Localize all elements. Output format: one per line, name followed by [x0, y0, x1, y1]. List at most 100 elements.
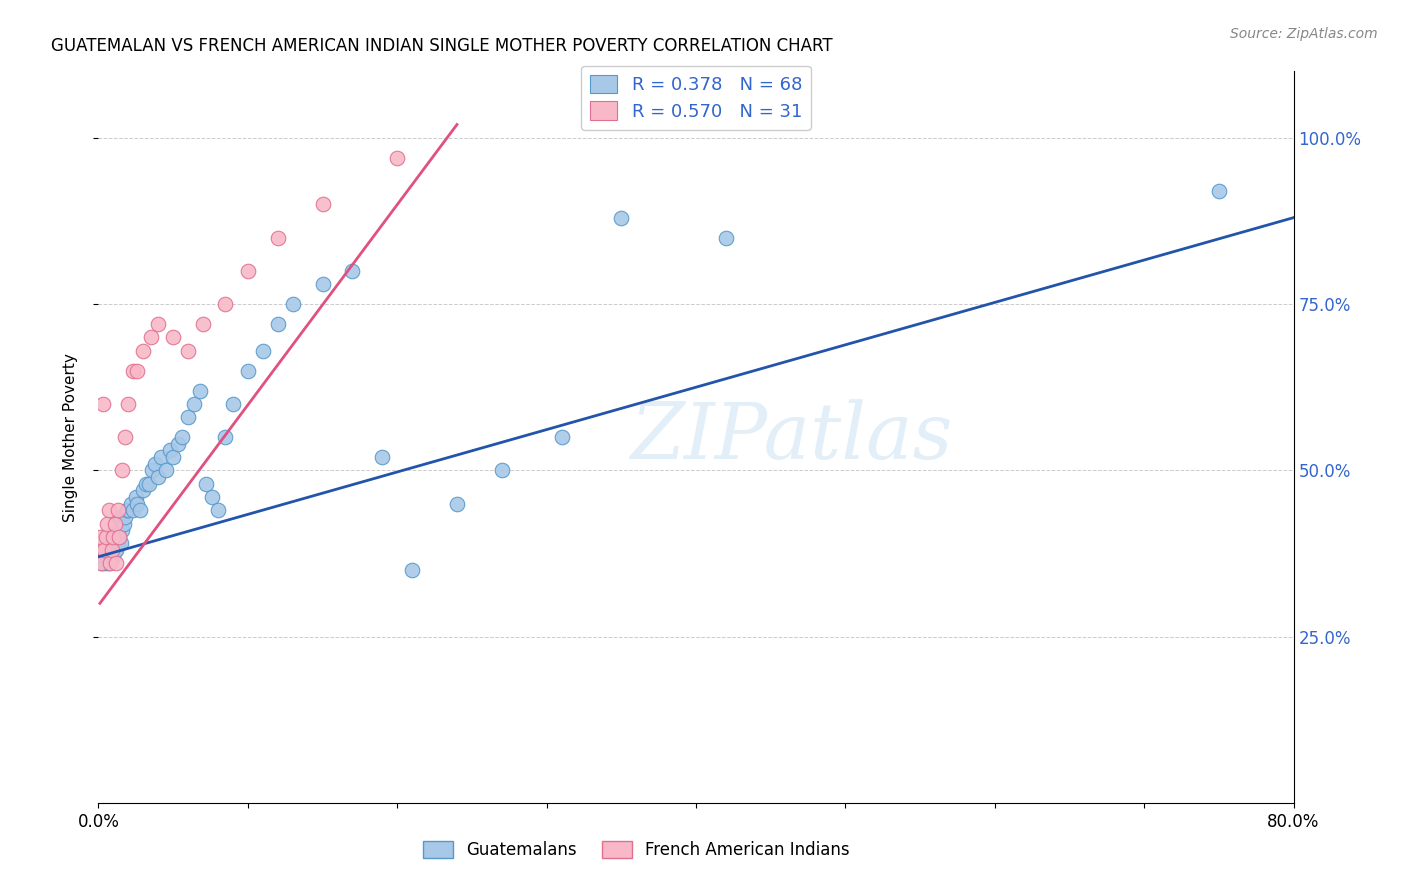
Point	[159, 443, 181, 458]
Text: Source: ZipAtlas.com: Source: ZipAtlas.com	[1230, 27, 1378, 41]
Point	[111, 463, 134, 477]
Point	[121, 363, 143, 377]
Point	[214, 297, 236, 311]
Point	[214, 430, 236, 444]
Point	[90, 557, 112, 571]
Point	[96, 549, 118, 564]
Point	[177, 410, 200, 425]
Point	[103, 549, 125, 564]
Point	[110, 536, 132, 550]
Point	[127, 497, 149, 511]
Point	[550, 430, 572, 444]
Point	[108, 530, 131, 544]
Point	[138, 476, 160, 491]
Point	[127, 363, 149, 377]
Point	[114, 509, 136, 524]
Point	[93, 543, 115, 558]
Point	[107, 523, 129, 537]
Point	[105, 557, 128, 571]
Point	[111, 523, 134, 537]
Point	[201, 490, 224, 504]
Point	[101, 530, 124, 544]
Point	[105, 543, 128, 558]
Point	[97, 557, 120, 571]
Point	[110, 509, 132, 524]
Point	[401, 563, 423, 577]
Point	[207, 503, 229, 517]
Point	[94, 543, 117, 558]
Point	[117, 503, 139, 517]
Point	[610, 211, 633, 225]
Point	[89, 543, 111, 558]
Point	[191, 317, 214, 331]
Point	[90, 557, 112, 571]
Point	[281, 297, 304, 311]
Point	[267, 230, 290, 244]
Point	[141, 463, 163, 477]
Point	[98, 549, 122, 564]
Y-axis label: Single Mother Poverty: Single Mother Poverty	[63, 352, 77, 522]
Point	[177, 343, 200, 358]
Point	[342, 264, 364, 278]
Point	[108, 516, 131, 531]
Point	[150, 450, 173, 464]
Point	[98, 536, 122, 550]
Point	[148, 317, 170, 331]
Point	[101, 543, 124, 558]
Point	[155, 463, 177, 477]
Point	[108, 530, 131, 544]
Point	[172, 430, 194, 444]
Point	[183, 397, 205, 411]
Point	[311, 277, 333, 292]
Point	[115, 503, 138, 517]
Text: ZIPatlas: ZIPatlas	[630, 399, 953, 475]
Point	[267, 317, 290, 331]
Point	[94, 530, 117, 544]
Point	[97, 503, 120, 517]
Point	[104, 523, 127, 537]
Point	[714, 230, 737, 244]
Point	[98, 557, 122, 571]
Point	[101, 543, 124, 558]
Point	[162, 330, 184, 344]
Point	[491, 463, 513, 477]
Point	[97, 543, 120, 558]
Point	[236, 264, 259, 278]
Point	[89, 530, 111, 544]
Point	[188, 384, 211, 398]
Point	[105, 516, 128, 531]
Point	[121, 503, 143, 517]
Point	[107, 503, 129, 517]
Point	[132, 483, 155, 498]
Point	[112, 516, 135, 531]
Point	[148, 470, 170, 484]
Legend: Guatemalans, French American Indians: Guatemalans, French American Indians	[415, 833, 858, 868]
Point	[195, 476, 218, 491]
Point	[222, 397, 245, 411]
Point	[371, 450, 394, 464]
Point	[103, 530, 125, 544]
Point	[104, 516, 127, 531]
Point	[236, 363, 259, 377]
Point	[117, 397, 139, 411]
Point	[107, 536, 129, 550]
Point	[162, 450, 184, 464]
Point	[120, 497, 142, 511]
Point	[91, 397, 114, 411]
Point	[93, 549, 115, 564]
Point	[446, 497, 468, 511]
Point	[166, 436, 188, 450]
Point	[139, 330, 162, 344]
Point	[129, 503, 152, 517]
Point	[132, 343, 155, 358]
Point	[94, 557, 117, 571]
Point	[311, 197, 333, 211]
Point	[125, 490, 148, 504]
Point	[96, 516, 118, 531]
Point	[135, 476, 157, 491]
Point	[252, 343, 274, 358]
Point	[385, 151, 409, 165]
Point	[114, 430, 136, 444]
Point	[91, 557, 114, 571]
Point	[103, 530, 125, 544]
